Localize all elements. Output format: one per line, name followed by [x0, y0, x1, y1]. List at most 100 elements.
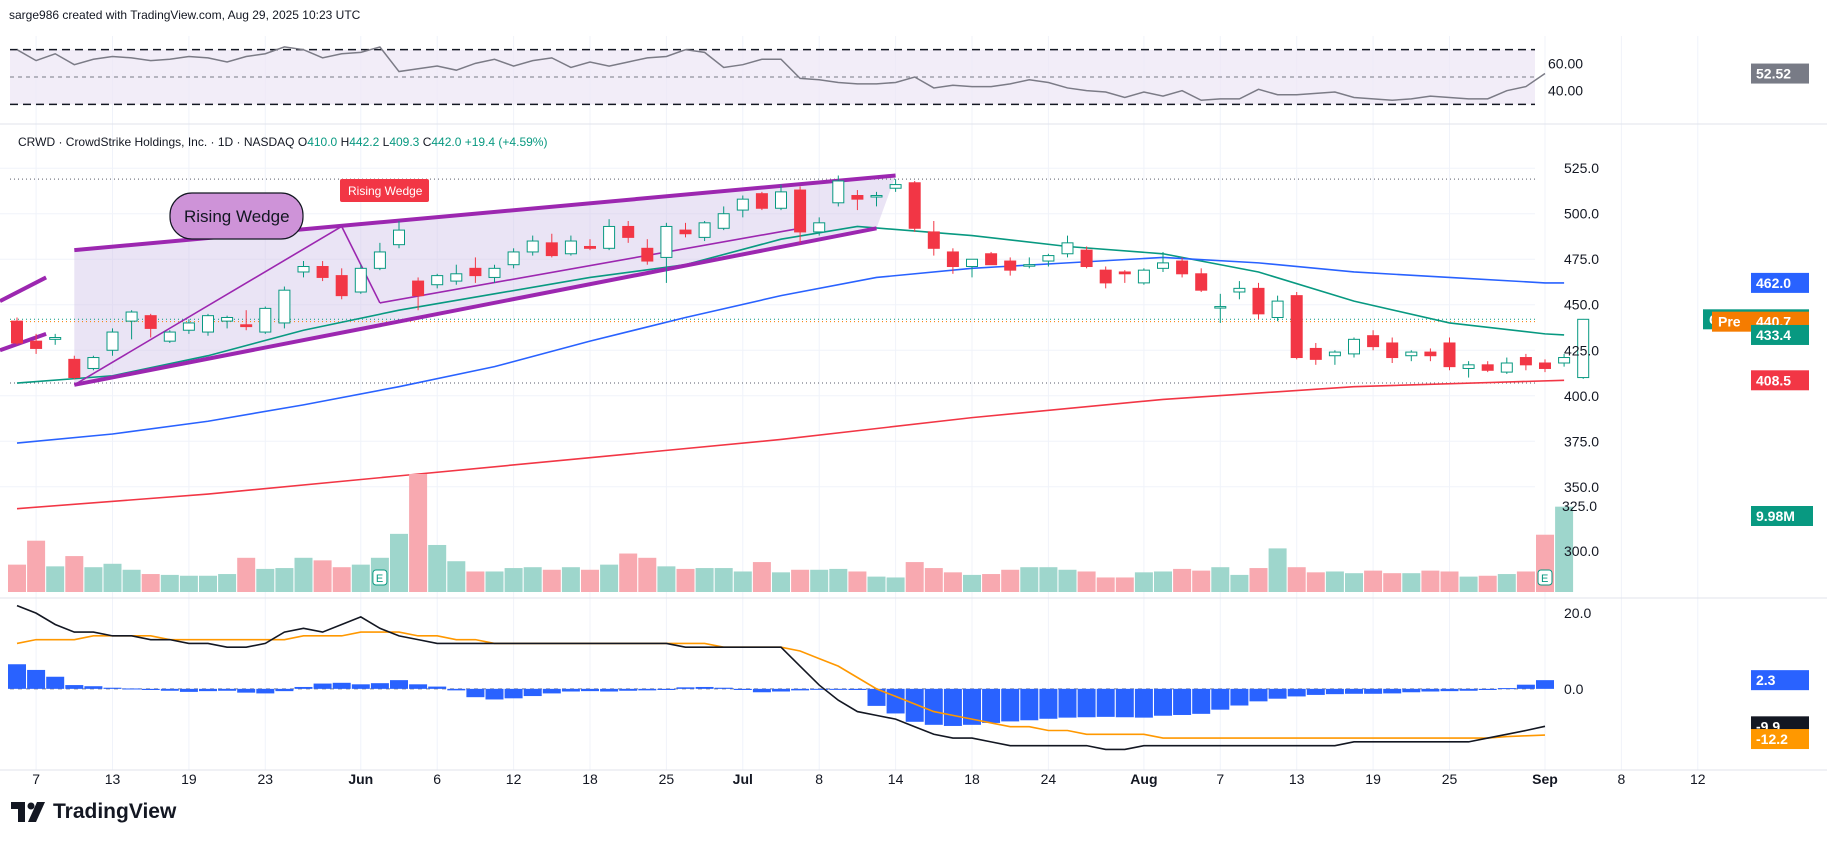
candle-body	[1519, 357, 1532, 366]
macd-histogram-bar	[523, 688, 542, 697]
price-axis-label: 375.0	[1564, 433, 1599, 449]
volume-bar	[829, 568, 848, 592]
wedge-swing-line	[379, 227, 801, 304]
volume-bar	[1421, 570, 1440, 592]
volume-bar	[523, 567, 542, 592]
moving-average-line	[16, 256, 1565, 444]
time-axis-label: 23	[258, 771, 274, 787]
earnings-marker-text: E	[1541, 573, 1548, 585]
volume-bar	[409, 474, 428, 592]
macd-histogram-bar	[905, 688, 924, 722]
macd-histogram-bar	[1230, 688, 1249, 706]
volume-bar	[752, 562, 771, 592]
volume-bar	[390, 533, 408, 592]
time-axis-label: 18	[582, 771, 598, 787]
time-axis-label: Sep	[1532, 771, 1558, 787]
candle-body	[412, 280, 425, 297]
macd-histogram-bar	[1325, 688, 1344, 695]
legend-symbol: CRWD · CrowdStrike Holdings, Inc. · 1D ·…	[18, 135, 295, 149]
volume-bar	[886, 577, 905, 592]
price-badge-text: 433.4	[1756, 327, 1791, 343]
volume-bar	[1058, 569, 1077, 592]
macd-axis-label: 20.0	[1564, 605, 1591, 621]
candle-body	[1577, 318, 1590, 379]
candle-body	[507, 251, 520, 266]
volume-bar	[848, 571, 867, 592]
candle-body	[717, 213, 730, 229]
rsi-value-badge-text: 52.52	[1756, 66, 1791, 82]
macd-histogram-bar	[447, 688, 466, 691]
candle-body	[1118, 271, 1131, 275]
candle-body	[1080, 249, 1093, 268]
volume-bar	[122, 569, 141, 592]
wedge-lower-line	[73, 226, 877, 387]
volume-bar	[275, 568, 294, 592]
candle-body	[1176, 260, 1189, 275]
rising-wedge-fill	[74, 175, 896, 385]
macd-histogram-bar	[1459, 688, 1478, 691]
volume-bar	[237, 557, 256, 592]
volume-bar	[1345, 573, 1363, 592]
volume-bar	[905, 562, 924, 592]
macd-histogram-bar	[1383, 688, 1402, 694]
candle-body	[755, 193, 768, 209]
candle-body	[1061, 242, 1074, 255]
time-axis-label: 19	[181, 771, 197, 787]
candle-body	[431, 275, 444, 286]
volume-bar	[963, 574, 981, 592]
volume-bar	[1459, 576, 1478, 592]
volume-bar	[676, 568, 695, 592]
volume-bar	[1039, 567, 1058, 592]
volume-bar	[1478, 575, 1497, 592]
chart-attribution: sarge986 created with TradingView.com, A…	[9, 8, 361, 22]
macd-histogram-bar	[390, 680, 408, 689]
macd-histogram-bar	[1421, 688, 1440, 692]
candle-body	[564, 240, 577, 255]
macd-histogram-bar	[1306, 688, 1325, 695]
macd-histogram-bar	[1058, 688, 1077, 718]
candle-body	[49, 337, 62, 340]
price-axis-label: 300.0	[1564, 543, 1599, 559]
macd-histogram-bar	[275, 688, 294, 692]
volume-value-badge-text: 9.98M	[1756, 508, 1795, 524]
macd-histogram-bar	[867, 688, 886, 706]
candle-body	[297, 266, 310, 273]
candle-body	[202, 315, 214, 333]
candle-body	[1348, 338, 1360, 355]
volume-bar	[1268, 548, 1287, 592]
macd-histogram-bar	[294, 686, 313, 689]
rsi-line	[16, 46, 1546, 101]
macd-histogram-badge-text: 2.3	[1756, 672, 1776, 688]
candle-body	[68, 358, 81, 379]
macd-histogram-bar	[8, 664, 26, 689]
candle-body	[851, 195, 864, 200]
rising-wedge-bubble-text: Rising Wedge	[184, 207, 290, 226]
rsi-axis-label: 40.00	[1548, 83, 1583, 99]
price-badge-text: 408.5	[1756, 372, 1791, 388]
macd-histogram-bar	[179, 688, 198, 692]
macd-histogram-bar	[886, 688, 905, 714]
volume-bar	[1173, 568, 1192, 592]
volume-bar	[561, 567, 580, 592]
legend-low-label: L	[382, 135, 390, 149]
candle-body	[144, 315, 157, 329]
macd-histogram-bar	[657, 688, 676, 690]
volume-bar	[428, 544, 447, 592]
time-axis-label: 6	[433, 771, 441, 787]
candle-body	[259, 307, 272, 333]
volume-bar	[27, 540, 46, 592]
macd-histogram-bar	[772, 688, 790, 692]
candle-body	[106, 331, 119, 351]
candle-body	[125, 311, 138, 322]
legend-high-label: H	[340, 135, 350, 149]
candle-body	[1004, 260, 1017, 271]
candle-body	[698, 222, 711, 238]
macd-histogram-bar	[1077, 688, 1096, 718]
candle-body	[1443, 342, 1456, 368]
volume-bar	[1020, 567, 1039, 592]
legend-close-label: C	[422, 135, 432, 149]
macd-histogram-bar	[638, 688, 657, 691]
macd-signal-badge	[1751, 729, 1809, 750]
volume-bar	[160, 574, 179, 592]
